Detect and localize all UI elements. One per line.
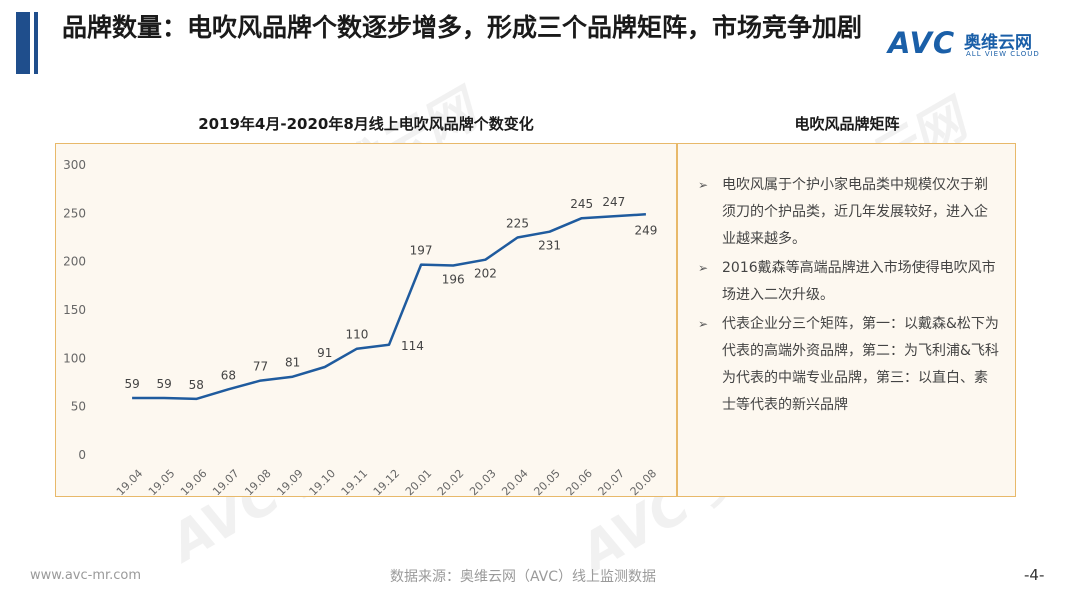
data-label: 91 [317,346,332,360]
series-line [132,213,646,401]
chart-panel: 0 50 100 150 200 250 300 59 59 58 68 77 81 91 110 114 19… [55,143,677,498]
data-label: 249 [634,223,657,237]
data-label: 225 [506,217,529,231]
x-tick-label: 20.03 [467,467,498,496]
arrow-bullet-icon: ➢ [698,178,709,192]
x-tick-label: 19.10 [307,467,338,496]
x-tick-label: 20.01 [403,467,434,496]
data-label: 197 [410,244,433,258]
list-item: ➢ 2016戴森等高端品牌进入市场使得电吹风市场进入二次升级。 [696,255,1001,309]
matrix-panel: ➢ 电吹风属于个护小家电品类中规模仅次于剃须刀的个护品类，近几年发展较好，进入企业… [677,143,1016,497]
data-label: 58 [189,378,204,392]
data-label: 247 [602,195,625,209]
y-tick-label: 0 [78,448,86,462]
data-label: 202 [474,267,497,281]
x-tick-label: 19.06 [178,467,209,496]
data-label: 68 [221,368,236,382]
data-label: 81 [285,356,300,370]
x-tick-label: 19.12 [371,467,402,496]
line-chart: 0 50 100 150 200 250 300 59 59 58 68 77 81 91 110 114 19… [63,158,659,498]
x-tick-label: 20.06 [563,467,594,496]
data-label: 231 [538,239,561,253]
page-title: 品牌数量：电吹风品牌个数逐步增多，形成三个品牌矩阵，市场竞争加剧 [62,13,863,42]
page-number: -4- [1024,566,1045,584]
y-tick-label: 200 [63,255,86,269]
logo-avc-text: AVC [888,26,956,60]
x-tick-label: 19.11 [339,467,370,496]
y-tick-label: 100 [63,351,86,365]
data-label: 196 [442,273,465,287]
footer-url[interactable]: www.avc-mr.com [30,568,142,583]
matrix-title: 电吹风品牌矩阵 [794,115,900,133]
x-tick-label: 20.02 [435,467,466,496]
title-accent-bar-thin [34,12,38,74]
data-label: 245 [570,197,593,211]
y-tick-label: 150 [63,303,86,317]
data-label: 59 [124,377,139,391]
arrow-bullet-icon: ➢ [698,317,709,331]
x-tick-label: 20.08 [628,467,659,496]
list-item: ➢ 电吹风属于个护小家电品类中规模仅次于剃须刀的个护品类，近几年发展较好，进入企业… [696,172,1001,253]
y-tick-label: 50 [71,400,86,414]
bullet-text: 2016戴森等高端品牌进入市场使得电吹风市场进入二次升级。 [722,260,996,303]
bullet-text: 代表企业分三个矩阵，第一：以戴森&松下为代表的高端外资品牌，第二：为飞利浦&飞科… [722,316,999,413]
data-label: 59 [157,377,172,391]
x-tick-label: 19.05 [146,467,177,496]
chart-title: 2019年4月-2020年8月线上电吹风品牌个数变化 [198,115,534,133]
data-label: 114 [401,339,424,353]
y-tick-label: 300 [63,158,86,172]
title-accent-bar [16,12,30,74]
x-tick-label: 19.07 [210,467,241,496]
data-label: 110 [345,328,368,342]
avc-logo: AVC 奥维云网 ALL VIEW CLOUD [888,26,1058,66]
x-tick-label: 19.08 [242,467,273,496]
x-tick-label: 20.04 [499,467,530,496]
logo-en-text: ALL VIEW CLOUD [966,50,1040,58]
arrow-bullet-icon: ➢ [698,261,709,275]
matrix-bullet-list: ➢ 电吹风属于个护小家电品类中规模仅次于剃须刀的个护品类，近几年发展较好，进入企业… [696,172,1001,421]
x-tick-label: 19.04 [114,467,145,496]
x-tick-label: 20.07 [596,467,627,496]
x-tick-label: 20.05 [531,467,562,496]
y-tick-label: 250 [63,206,86,220]
list-item: ➢ 代表企业分三个矩阵，第一：以戴森&松下为代表的高端外资品牌，第二：为飞利浦&飞… [696,311,1001,419]
footer-source: 数据来源：奥维云网（AVC）线上监测数据 [390,569,657,585]
data-label: 77 [253,360,268,374]
x-tick-label: 19.09 [274,467,305,496]
logo-cn-text: 奥维云网 [964,33,1032,53]
bullet-text: 电吹风属于个护小家电品类中规模仅次于剃须刀的个护品类，近几年发展较好，进入企业越… [722,177,988,247]
